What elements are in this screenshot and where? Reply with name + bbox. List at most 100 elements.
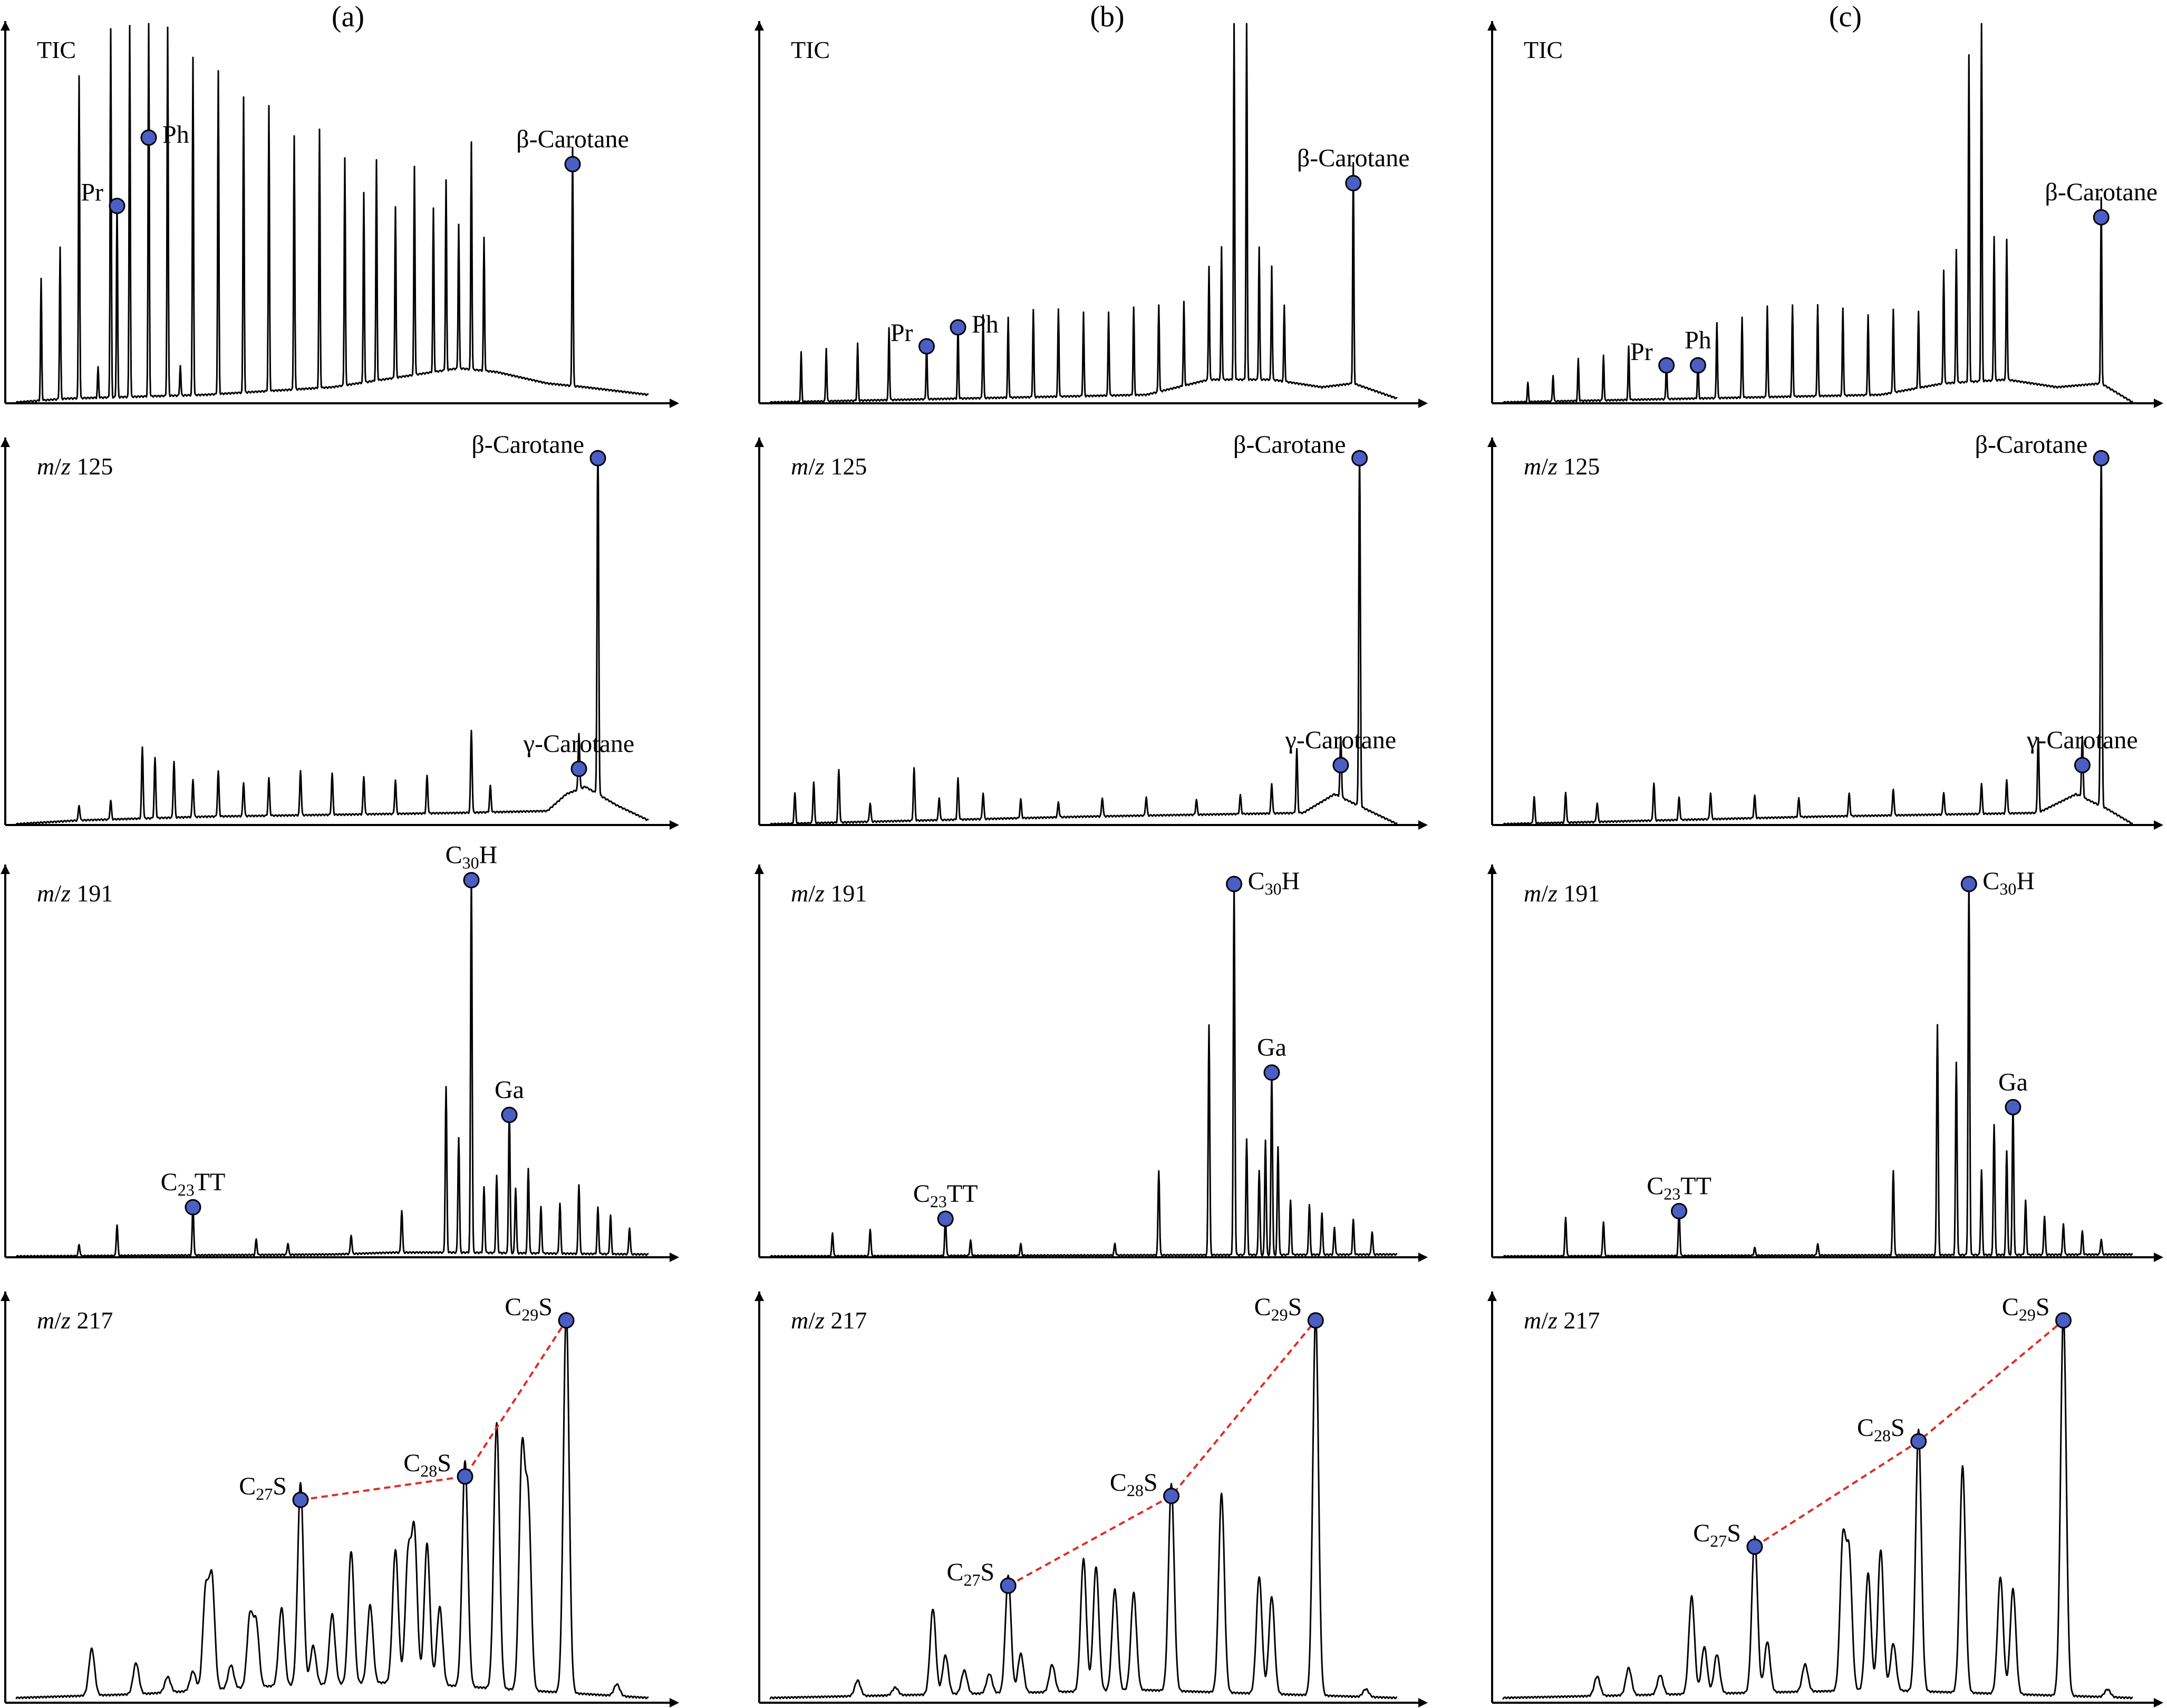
peak-label-c30h: C30H [1248, 867, 1300, 898]
peak-marker-ga [501, 1107, 518, 1123]
peak-label-c30h: C30H [1982, 867, 2035, 898]
chromatogram-trace [15, 875, 649, 1258]
x-axis-arrow [2154, 1253, 2163, 1262]
panel-b-mz125: m/z 125 β-Carotane γ-Carotane [754, 431, 1428, 830]
peak-marker-c29s [558, 1312, 575, 1329]
column-label-c: (c) [1829, 1, 1862, 33]
y-axis-arrow [1, 21, 10, 31]
peak-marker-c23tt [185, 1199, 201, 1216]
chromatogram-trace [769, 1313, 1398, 1700]
y-axis-arrow [1487, 1292, 1497, 1301]
chromatogram-trace [769, 880, 1398, 1258]
peak-label-c29s: C29S [2002, 1293, 2050, 1324]
y-axis-arrow [1, 865, 10, 874]
peak-marker-c28s [1163, 1488, 1180, 1505]
panel-a-tic: TIC Pr Ph β-Carotane [1, 21, 679, 408]
peak-label-carotane: β-Carotane [1975, 431, 2088, 459]
panel-a-mz191: m/z 191 C23TT C30H Ga [1, 841, 679, 1262]
chromatogram-trace [769, 23, 1398, 404]
sterane-trend-line [1008, 1319, 1317, 1587]
x-axis-arrow [1418, 399, 1428, 408]
chromatogram-trace [1502, 23, 2133, 404]
peak-label-c28s: C28S [1857, 1414, 1905, 1445]
peak-marker-carotane [1345, 174, 1362, 191]
peak-marker-c23tt [1671, 1202, 1688, 1219]
peak-label-carotane: γ-Carotane [1285, 726, 1396, 754]
trace-label: m/z 125 [37, 453, 113, 480]
panel-c-mz217: m/z 217 C27S C28S C29S [1487, 1292, 2163, 1707]
y-axis-arrow [754, 438, 764, 447]
x-axis-arrow [2154, 820, 2163, 830]
peak-label-ga: Ga [495, 1076, 524, 1104]
chromatogram-trace [1502, 450, 2133, 826]
peak-marker-carotane [1332, 756, 1349, 773]
peak-label-c29s: C29S [505, 1293, 553, 1324]
panel-b-mz217: m/z 217 C27S C28S C29S [754, 1292, 1428, 1707]
peak-marker-carotane [1351, 450, 1368, 467]
peak-marker-ga [1263, 1064, 1280, 1081]
trace-label: m/z 217 [791, 1307, 867, 1334]
column-label-b: (b) [1090, 1, 1124, 33]
chromatogram-trace [15, 450, 649, 826]
x-axis-arrow [670, 399, 679, 408]
peak-label-ph: Ph [1685, 326, 1711, 354]
peak-marker-c28s [457, 1468, 473, 1485]
trace-label: TIC [1524, 36, 1563, 63]
peak-label-pr: Pr [81, 179, 103, 207]
y-axis-arrow [1, 1292, 10, 1301]
chromatogram-trace [769, 450, 1398, 826]
peak-label-carotane: γ-Carotane [2026, 726, 2137, 754]
panel-a-mz217: m/z 217 C27S C28S C29S [1, 1292, 679, 1707]
peak-label-carotane: β-Carotane [1297, 144, 1410, 172]
peak-marker-carotane [2093, 450, 2110, 467]
peak-label-c23tt: C23TT [913, 1180, 978, 1211]
peak-marker-c27s [1000, 1577, 1017, 1594]
peak-marker-carotane [2074, 756, 2091, 773]
peak-label-carotane: β-Carotane [2045, 178, 2158, 206]
peak-label-carotane: β-Carotane [1233, 431, 1346, 459]
x-axis-arrow [670, 820, 679, 830]
sterane-trend-line [1754, 1319, 2064, 1548]
peak-marker-carotane [564, 156, 581, 172]
peak-label-ph: Ph [972, 310, 999, 338]
y-axis-arrow [1487, 21, 1497, 31]
trace-label: m/z 217 [37, 1307, 113, 1334]
y-axis-arrow [754, 865, 764, 874]
peak-label-c23tt: C23TT [1647, 1172, 1711, 1203]
peak-marker-c30h [1960, 876, 1977, 892]
peak-label-c27s: C27S [946, 1558, 994, 1589]
trace-label: m/z 191 [1524, 880, 1600, 907]
peak-marker-ph [1689, 357, 1706, 374]
panel-grid: TIC Pr Ph β-Carotane m/z 125 β-Carotane γ-Caro… [1, 21, 2163, 1707]
peak-label-carotane: β-Carotane [471, 431, 584, 459]
peak-marker-ga [2005, 1099, 2021, 1115]
y-axis-arrow [754, 1292, 764, 1301]
peak-marker-c27s [1746, 1538, 1763, 1555]
column-label-a: (a) [332, 1, 364, 33]
peak-marker-carotane [570, 761, 587, 777]
chromatogram-trace [15, 23, 649, 404]
peak-label-ph: Ph [162, 121, 189, 149]
peak-marker-c30h [1226, 876, 1243, 892]
panel-b-mz191: m/z 191 C23TT C30H Ga [754, 865, 1428, 1262]
x-axis-arrow [670, 1698, 679, 1707]
peak-label-carotane: γ-Carotane [523, 730, 634, 758]
chromatogram-trace [1502, 1313, 2133, 1700]
trace-label: m/z 125 [1524, 453, 1600, 480]
sterane-trend-line [300, 1319, 567, 1501]
peak-marker-pr [1658, 357, 1675, 374]
peak-marker-carotane [2093, 209, 2110, 226]
panel-c-mz191: m/z 191 C23TT C30H Ga [1487, 865, 2163, 1262]
x-axis-arrow [1418, 1253, 1428, 1262]
trace-label: m/z 191 [791, 880, 867, 907]
trace-label: m/z 125 [791, 453, 867, 480]
y-axis-arrow [754, 21, 764, 31]
peak-label-c27s: C27S [1693, 1519, 1741, 1550]
peak-label-ga: Ga [1998, 1068, 2028, 1096]
peak-label-pr: Pr [1630, 338, 1653, 366]
peak-label-c27s: C27S [239, 1472, 287, 1503]
peak-marker-c29s [1307, 1312, 1324, 1329]
trace-label: m/z 217 [1524, 1307, 1600, 1334]
x-axis-arrow [1418, 820, 1428, 830]
peak-marker-c29s [2055, 1312, 2072, 1329]
